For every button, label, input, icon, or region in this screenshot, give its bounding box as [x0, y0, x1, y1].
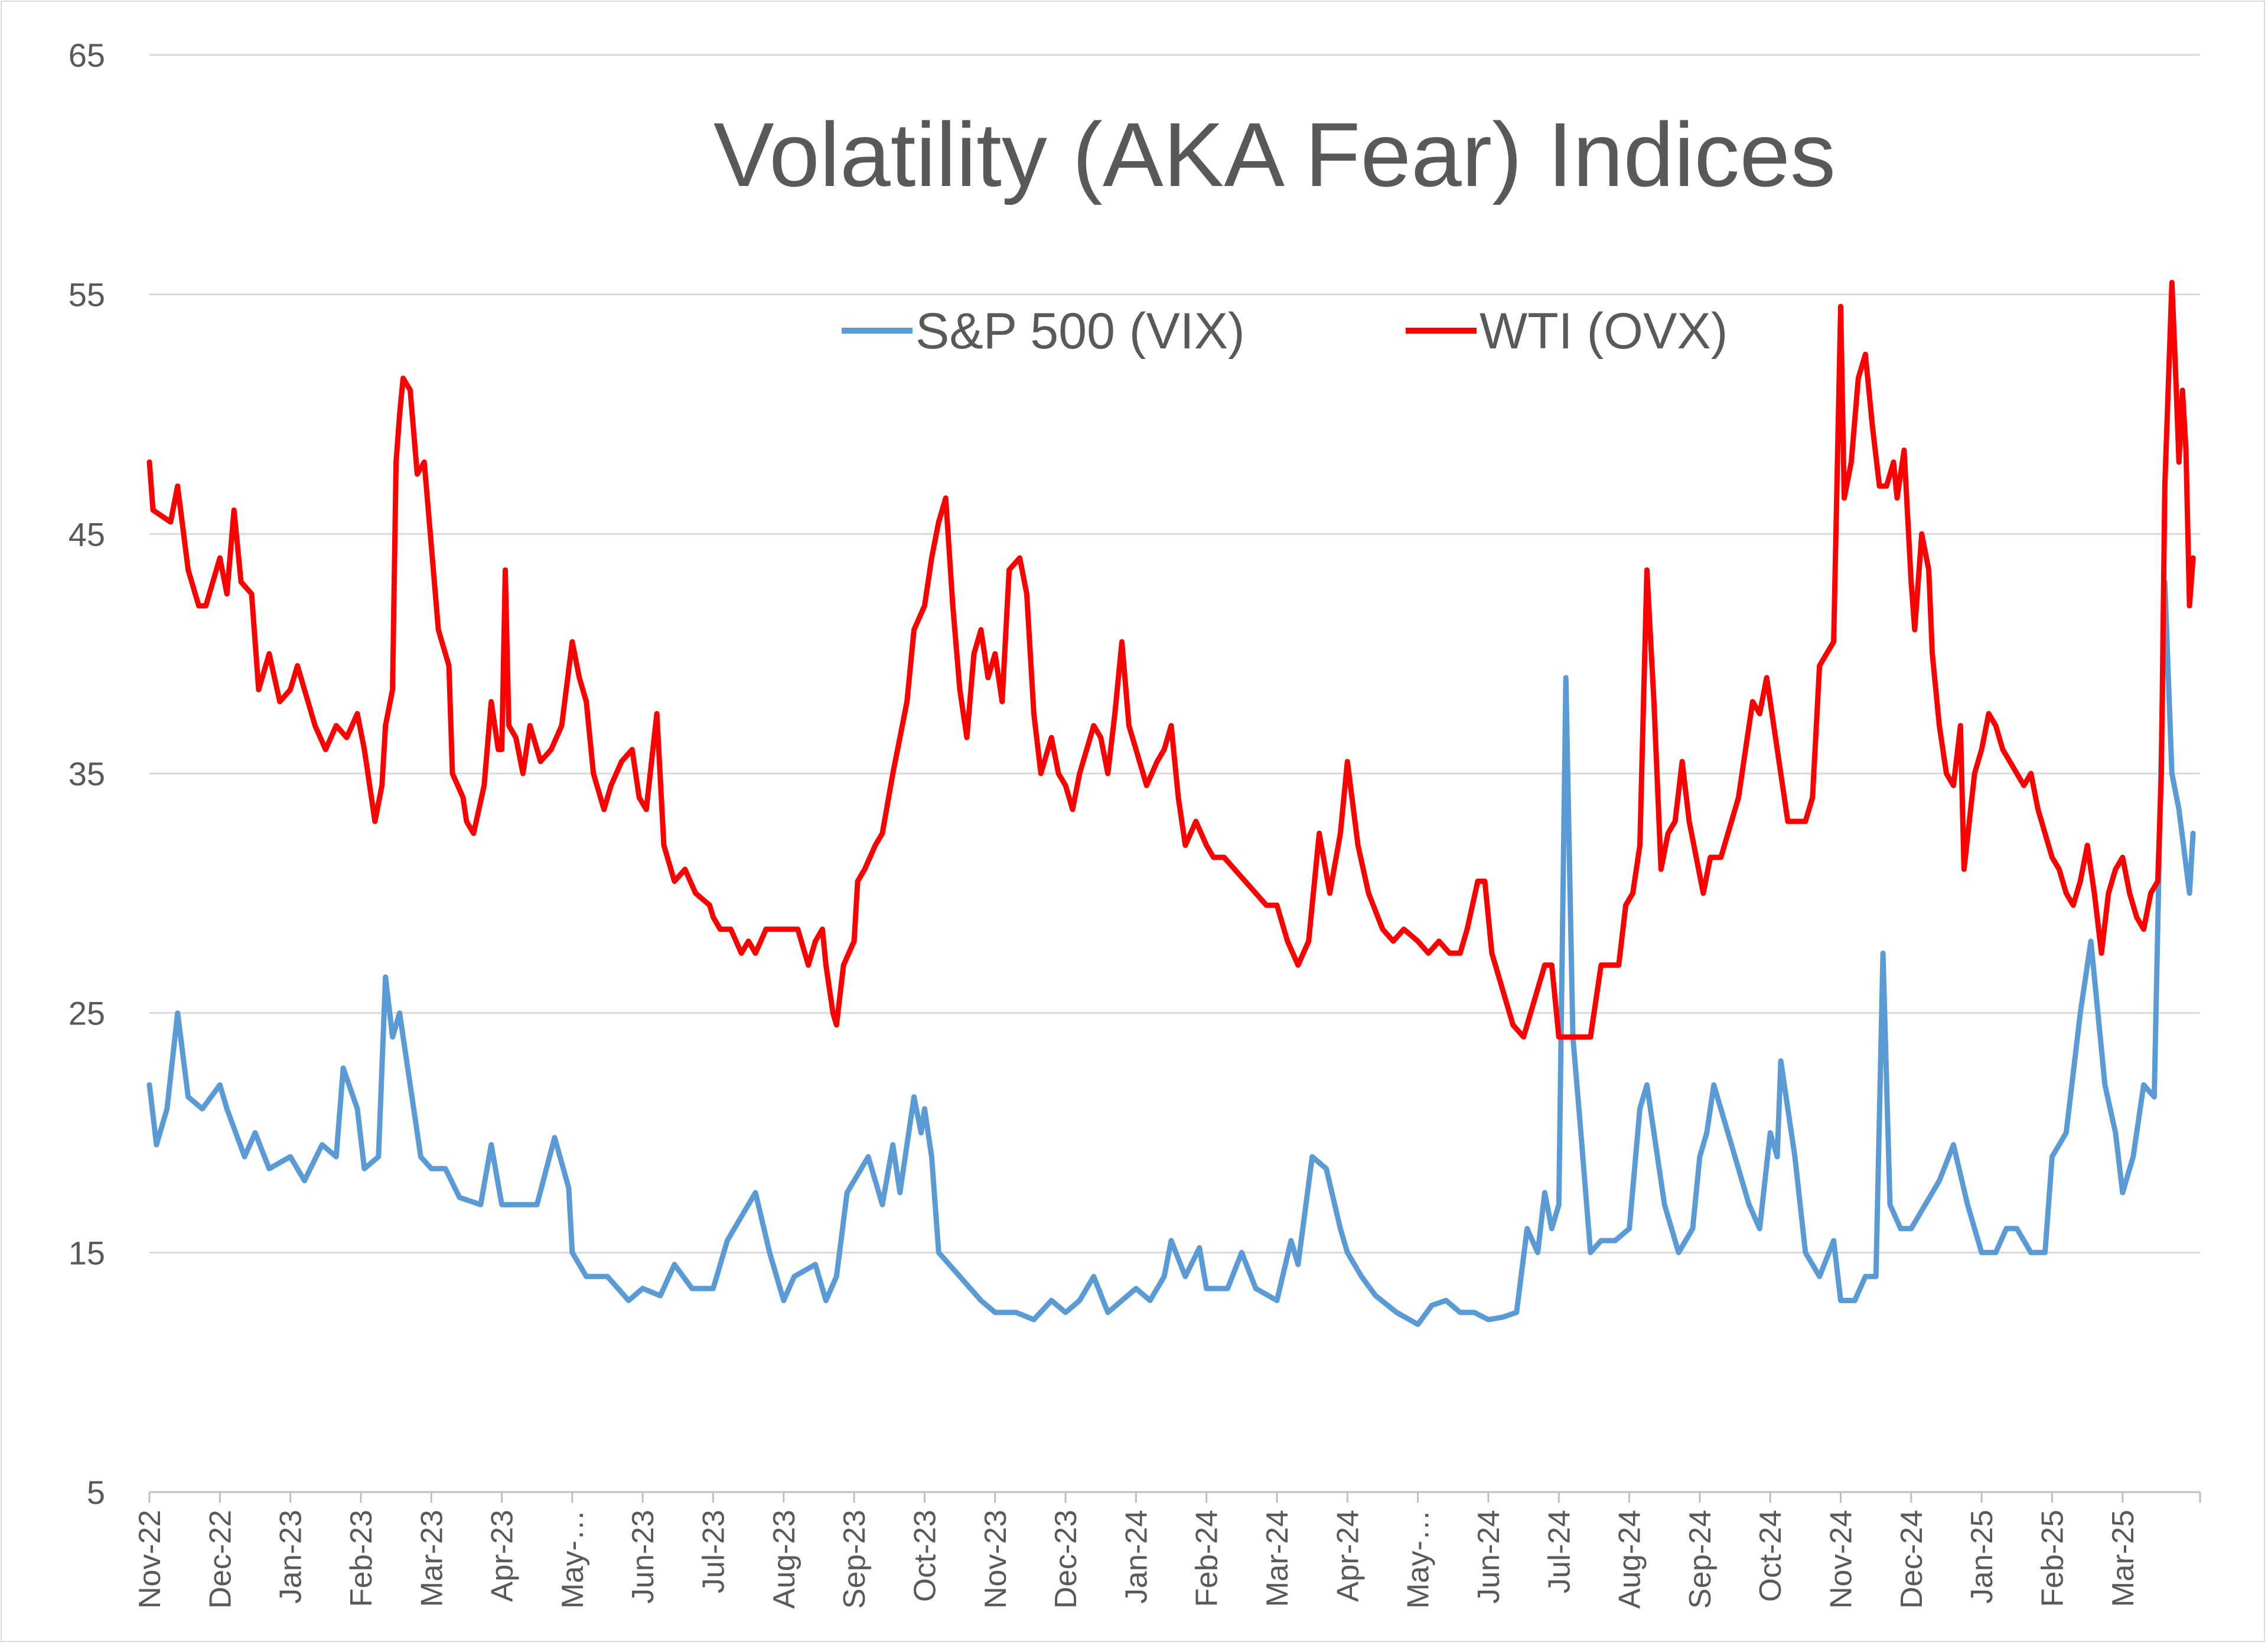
x-tick-label: May-… [1402, 1510, 1436, 1609]
x-tick-label: Jan-25 [1965, 1510, 1999, 1604]
legend-label-ovx: WTI (OVX) [1480, 303, 1728, 360]
legend-label-vix: S&P 500 (VIX) [915, 303, 1245, 360]
x-tick-label: Feb-23 [344, 1510, 379, 1607]
x-tick-label: Feb-25 [2035, 1510, 2070, 1607]
legend: S&P 500 (VIX) WTI (OVX) [842, 303, 1728, 360]
x-tick-label: May-… [556, 1510, 590, 1609]
x-axis [148, 1491, 2201, 1503]
x-axis-tick-labels: Nov-22 Dec-22 Jan-23 Feb-23 Mar-23 Apr-23 May-… [133, 1510, 2140, 1609]
y-axis-tick-labels: 5 15 25 35 45 55 65 [69, 37, 105, 1511]
series-lines [146, 279, 2196, 1327]
gridlines [149, 54, 2200, 1254]
x-tick-label: Sep-23 [838, 1510, 872, 1609]
x-tick-label: Jan-23 [274, 1510, 308, 1604]
y-tick-label: 15 [69, 1234, 105, 1271]
x-tick-label: Nov-24 [1824, 1510, 1859, 1609]
y-tick-label: 25 [69, 995, 105, 1032]
x-tick-label: Jul-23 [697, 1510, 731, 1594]
x-tick-label: Nov-22 [133, 1510, 167, 1609]
chart-title: Volatility (AKA Fear) Indices [713, 104, 1836, 205]
x-tick-label: Jul-24 [1542, 1510, 1576, 1594]
x-tick-label: Aug-24 [1613, 1510, 1647, 1609]
x-tick-label: Mar-23 [415, 1510, 449, 1607]
y-tick-label: 55 [69, 276, 105, 314]
x-tick-label: Dec-22 [203, 1510, 237, 1609]
x-tick-label: Aug-23 [767, 1510, 801, 1609]
x-tick-label: Dec-24 [1895, 1510, 1929, 1609]
x-tick-label: Dec-23 [1049, 1510, 1083, 1609]
x-tick-label: Nov-23 [979, 1510, 1013, 1609]
y-tick-label: 65 [69, 37, 105, 74]
x-tick-label: Mar-25 [2106, 1510, 2140, 1607]
x-tick-label: Jan-24 [1119, 1510, 1153, 1604]
y-tick-label: 35 [69, 755, 105, 792]
y-tick-label: 45 [69, 515, 105, 553]
x-tick-label: Apr-24 [1331, 1510, 1365, 1602]
series-line-vix [146, 579, 2196, 1327]
x-tick-label: Feb-24 [1190, 1510, 1224, 1607]
series-line-ovx [146, 279, 2196, 1040]
x-tick-label: Apr-23 [485, 1510, 520, 1602]
x-tick-label: Oct-23 [908, 1510, 942, 1602]
x-tick-label: Mar-24 [1260, 1510, 1295, 1607]
x-tick-label: Jun-23 [626, 1510, 660, 1604]
x-tick-label: Sep-24 [1683, 1510, 1718, 1609]
x-tick-label: Oct-24 [1754, 1510, 1788, 1602]
y-tick-label: 5 [87, 1474, 105, 1511]
x-tick-label: Jun-24 [1472, 1510, 1506, 1604]
